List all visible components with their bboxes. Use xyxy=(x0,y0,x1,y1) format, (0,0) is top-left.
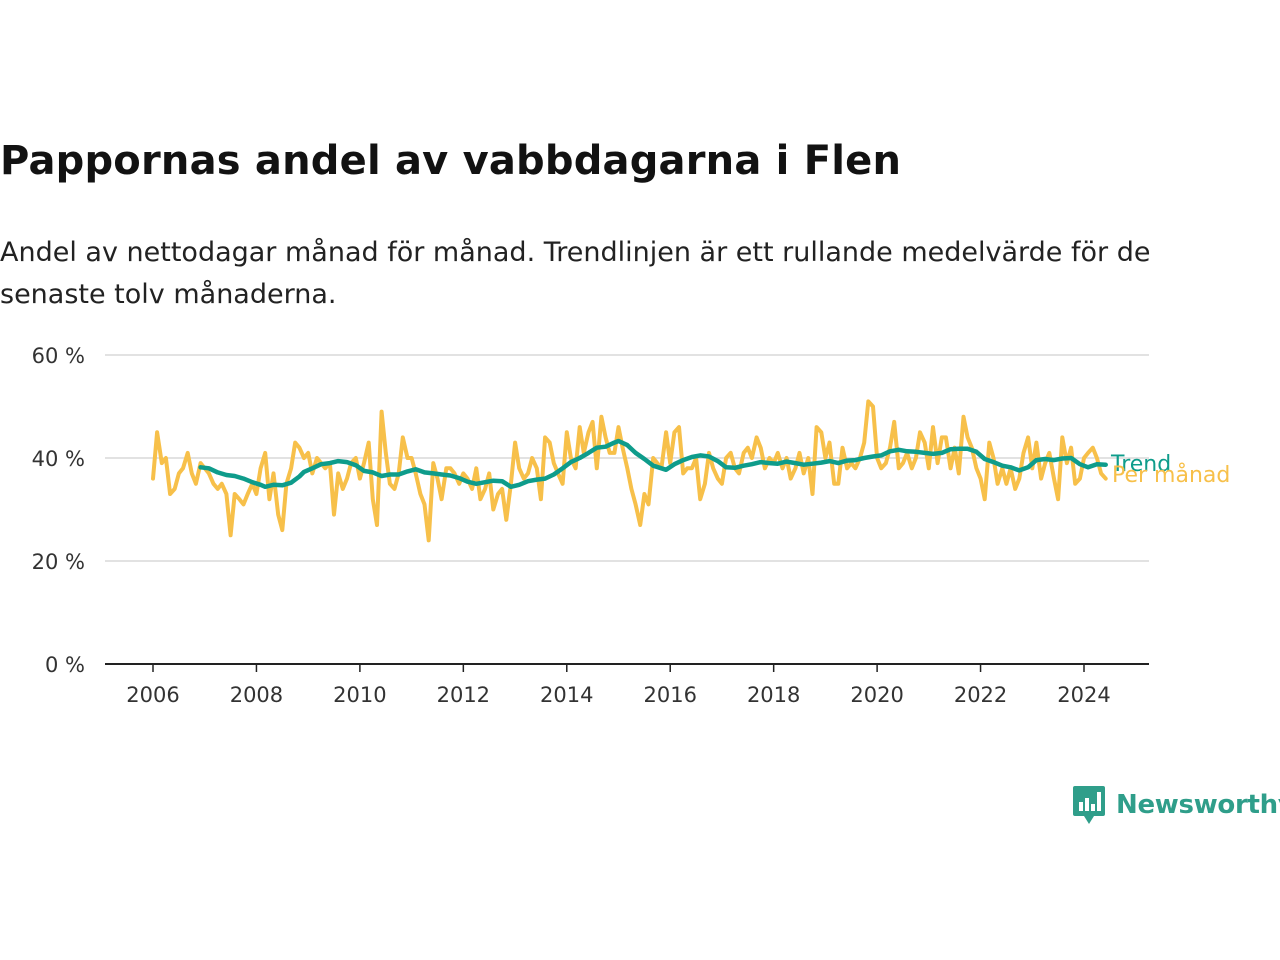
axis-layer: 0 % 20 % 40 % 60 % 2006 2008 2010 2012 2014 2016 2… xyxy=(32,344,1149,707)
x-tick-label: 2024 xyxy=(1057,683,1110,707)
series-label-trend: Trend xyxy=(1110,452,1171,477)
x-tick-label: 2014 xyxy=(540,683,593,707)
series-line-per-month xyxy=(151,399,1108,543)
chart-title: Pappornas andel av vabbdagarna i Flen xyxy=(0,138,902,184)
series-label-per-month: Per månad xyxy=(1112,462,1230,488)
y-tick-label: 40 % xyxy=(32,447,85,471)
x-tick-label: 2006 xyxy=(126,683,179,707)
brand-name: Newsworthy xyxy=(1116,790,1280,820)
newsworthy-logo-icon xyxy=(1073,786,1105,824)
brand: Newsworthy xyxy=(1072,784,1280,826)
y-tick-label: 0 % xyxy=(45,653,85,677)
x-tick-label: 2020 xyxy=(850,683,903,707)
y-tick-label: 20 % xyxy=(32,550,85,574)
x-tick-label: 2010 xyxy=(333,683,386,707)
x-tick-label: 2018 xyxy=(747,683,800,707)
x-tick-label: 2016 xyxy=(643,683,696,707)
x-tick-label: 2008 xyxy=(230,683,283,707)
x-tick-label: 2012 xyxy=(437,683,490,707)
series-line-trend xyxy=(198,438,1108,490)
series-layer xyxy=(151,399,1108,543)
y-tick-label: 60 % xyxy=(32,344,85,368)
chart-subtitle: Andel av nettodagar månad för månad. Tre… xyxy=(0,237,1151,310)
x-tick-label: 2022 xyxy=(954,683,1007,707)
